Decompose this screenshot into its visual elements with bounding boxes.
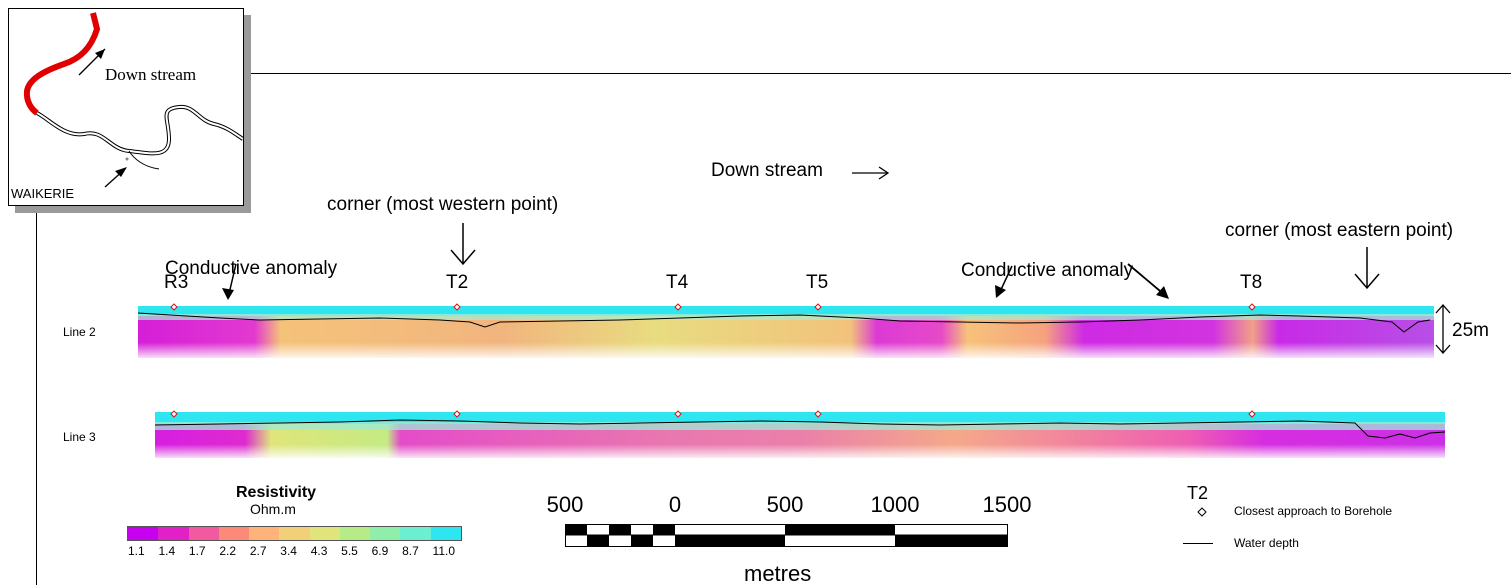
colorbar-tick-label: 6.9 [371, 544, 389, 558]
colorbar-swatch [309, 527, 340, 540]
legend-water-text: Water depth [1234, 536, 1299, 550]
corner-west-label: corner (most western point) [327, 194, 559, 215]
scale-bar-tick-label: 500 [766, 492, 804, 517]
inset-map: Down stream WAIKERIE [8, 8, 244, 206]
colorbar-tick-label: 2.2 [219, 544, 237, 558]
colorbar-swatch [128, 527, 159, 540]
borehole-label-r3: R3 [164, 272, 189, 293]
borehole-label-t4: T4 [666, 272, 689, 293]
colorbar-tick-label: 2.7 [249, 544, 267, 558]
colorbar-swatch [279, 527, 310, 540]
line-2-label: Line 2 [63, 325, 96, 339]
colorbar-swatch [249, 527, 280, 540]
scale-bar-tick-label: 1000 [870, 492, 920, 517]
colorbar-tick-label: 1.1 [128, 544, 145, 558]
colorbar-unit: Ohm.m [250, 501, 296, 517]
borehole-label-t8: T8 [1240, 272, 1263, 293]
colorbar-tick-label: 1.7 [188, 544, 206, 558]
scale-bar-ticks: 500 0 500 1000 1500 [0, 492, 1100, 518]
colorbar-swatch [339, 527, 371, 540]
inset-town-label: WAIKERIE [11, 186, 75, 201]
colorbar-tick-label: 11.0 [432, 544, 455, 558]
colorbar-swatch [430, 527, 461, 540]
colorbar-swatch [218, 527, 250, 540]
colorbar-tick-label: 3.4 [280, 544, 297, 558]
colorbar-ticks: 1.1 1.4 1.7 2.2 2.7 3.4 4.3 5.5 6.9 8.7 11.0 [127, 544, 462, 560]
colorbar-title: Resistivity [236, 484, 317, 501]
anomaly-arrow-icon-3 [1127, 263, 1169, 299]
left-rule [36, 204, 37, 585]
top-rule [242, 73, 1511, 74]
scale-bar [565, 524, 1008, 547]
corner-west-arrow-icon [450, 223, 476, 266]
survey-path [23, 12, 101, 116]
legend-borehole-text: Closest approach to Borehole [1234, 504, 1393, 518]
colorbar-swatch [188, 527, 219, 540]
colorbar-tick-label: 8.7 [402, 544, 419, 558]
borehole-marker-icon [1197, 507, 1207, 517]
anomaly-arrow-icon-2 [995, 265, 1013, 298]
legend-marker-label: T2 [1187, 483, 1209, 503]
scale-bar-tick-label: 500 [546, 492, 584, 517]
corner-east-label: corner (most eastern point) [1225, 220, 1454, 241]
downstream-arrow-icon [852, 166, 890, 180]
scale-bar-unit: metres [744, 561, 812, 586]
river-map [23, 12, 243, 188]
colorbar-tick-label: 4.3 [310, 544, 328, 558]
colorbar-tick-label: 5.5 [341, 544, 358, 558]
inset-downstream-label: Down stream [105, 65, 197, 84]
colorbar-tick-label: 1.4 [158, 544, 176, 558]
anomaly-label-1: Conductive anomaly [165, 258, 338, 279]
corner-east-arrow-icon [1354, 247, 1380, 290]
depth-scale-label: 25m [1452, 320, 1489, 341]
scale-bar-tick-label: 0 [668, 492, 682, 517]
water-depth-line-icon [1183, 543, 1213, 544]
borehole-label-t2: T2 [446, 272, 469, 293]
anomaly-label-2: Conductive anomaly [961, 260, 1134, 281]
colorbar-swatch [400, 527, 431, 540]
scale-bar-tick-label: 1500 [982, 492, 1032, 517]
line-3-label: Line 3 [63, 430, 96, 444]
colorbar-swatch [370, 527, 401, 540]
borehole-label-t5: T5 [806, 272, 829, 293]
colorbar [127, 526, 462, 541]
anomaly-arrow-icon-1 [222, 263, 237, 300]
colorbar-swatch [158, 527, 189, 540]
downstream-label: Down stream [711, 160, 823, 181]
